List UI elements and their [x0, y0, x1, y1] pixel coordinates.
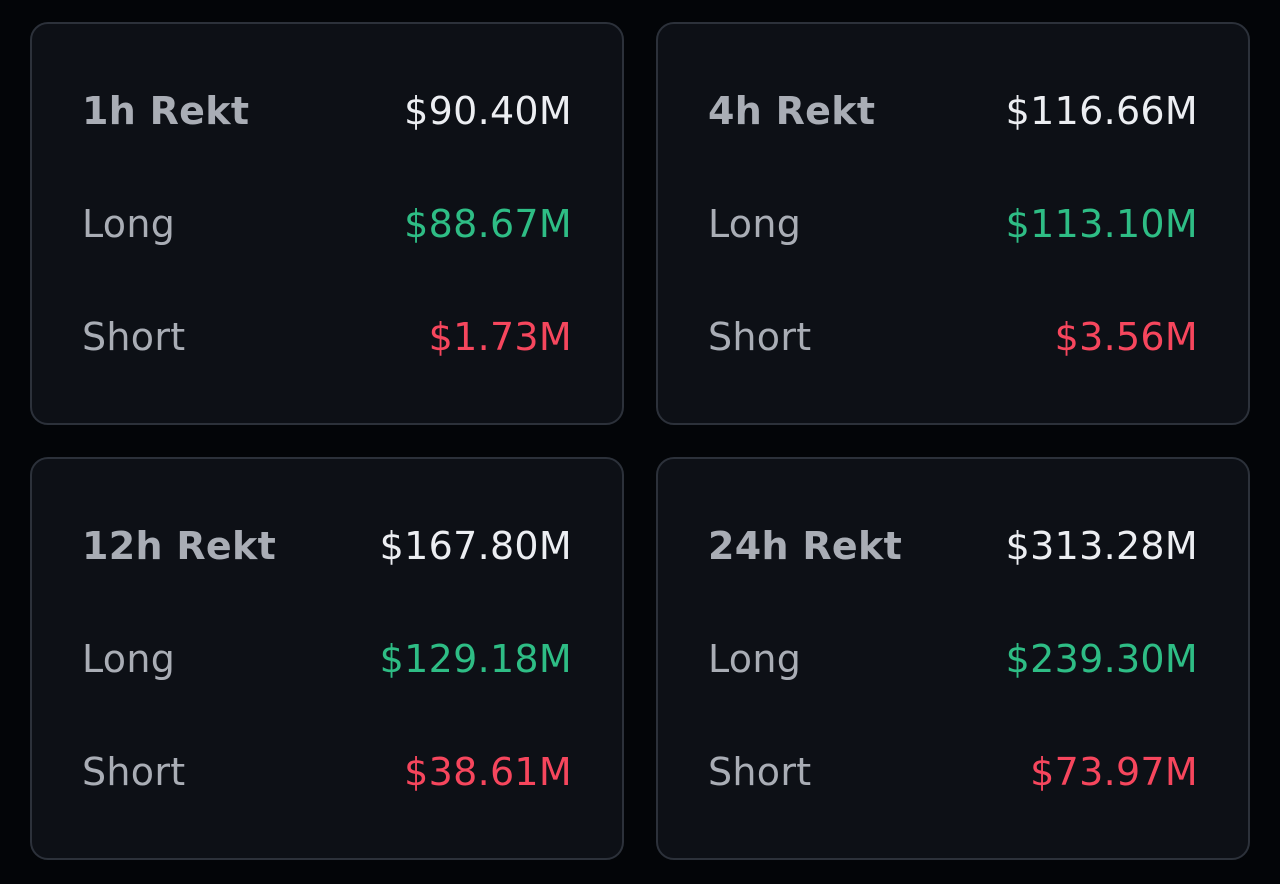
rekt-card-12h: 12h Rekt $167.80M Long $129.18M Short $3…	[30, 457, 624, 860]
rekt-period-label: 24h Rekt	[708, 523, 903, 568]
short-row: Short $1.73M	[82, 280, 572, 393]
long-label: Long	[82, 636, 176, 681]
rekt-card-4h: 4h Rekt $116.66M Long $113.10M Short $3.…	[656, 22, 1250, 425]
short-value: $73.97M	[1030, 749, 1198, 794]
long-label: Long	[708, 636, 802, 681]
short-label: Short	[82, 749, 186, 794]
rekt-total-value: $90.40M	[404, 88, 572, 133]
rekt-stats-grid: 1h Rekt $90.40M Long $88.67M Short $1.73…	[30, 22, 1250, 860]
long-label: Long	[82, 201, 176, 246]
rekt-period-label: 12h Rekt	[82, 523, 277, 568]
long-value: $113.10M	[1005, 201, 1198, 246]
long-label: Long	[708, 201, 802, 246]
long-value: $88.67M	[404, 201, 572, 246]
long-row: Long $113.10M	[708, 167, 1198, 280]
rekt-period-label: 4h Rekt	[708, 88, 876, 133]
short-row: Short $38.61M	[82, 715, 572, 828]
short-value: $38.61M	[404, 749, 572, 794]
rekt-card-24h: 24h Rekt $313.28M Long $239.30M Short $7…	[656, 457, 1250, 860]
rekt-total-value: $116.66M	[1005, 88, 1198, 133]
long-value: $239.30M	[1005, 636, 1198, 681]
long-value: $129.18M	[379, 636, 572, 681]
short-label: Short	[708, 749, 812, 794]
short-row: Short $73.97M	[708, 715, 1198, 828]
rekt-total-value: $167.80M	[379, 523, 572, 568]
long-row: Long $88.67M	[82, 167, 572, 280]
rekt-total-row: 4h Rekt $116.66M	[708, 54, 1198, 167]
long-row: Long $129.18M	[82, 602, 572, 715]
rekt-total-row: 24h Rekt $313.28M	[708, 489, 1198, 602]
short-value: $1.73M	[428, 314, 572, 359]
rekt-card-1h: 1h Rekt $90.40M Long $88.67M Short $1.73…	[30, 22, 624, 425]
short-row: Short $3.56M	[708, 280, 1198, 393]
rekt-total-row: 12h Rekt $167.80M	[82, 489, 572, 602]
short-label: Short	[82, 314, 186, 359]
short-label: Short	[708, 314, 812, 359]
short-value: $3.56M	[1054, 314, 1198, 359]
long-row: Long $239.30M	[708, 602, 1198, 715]
rekt-total-value: $313.28M	[1005, 523, 1198, 568]
rekt-total-row: 1h Rekt $90.40M	[82, 54, 572, 167]
rekt-period-label: 1h Rekt	[82, 88, 250, 133]
